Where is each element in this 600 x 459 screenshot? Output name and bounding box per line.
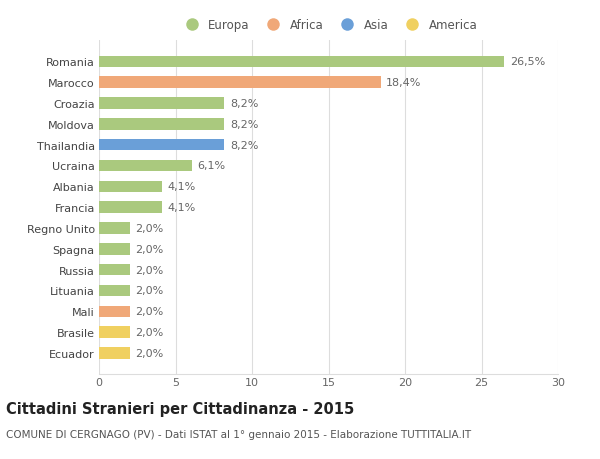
Text: 2,0%: 2,0% [135,265,163,275]
Bar [99,56,505,68]
Bar [99,244,130,255]
Text: 2,0%: 2,0% [135,307,163,317]
Text: 8,2%: 8,2% [230,140,258,150]
Bar [99,327,130,338]
Bar [99,140,224,151]
Bar [99,264,130,276]
Bar [99,181,162,193]
Text: 18,4%: 18,4% [386,78,421,88]
Text: 8,2%: 8,2% [230,119,258,129]
Bar [99,347,130,359]
Bar [99,98,224,109]
Bar [99,160,193,172]
Text: 6,1%: 6,1% [197,161,226,171]
Text: 2,0%: 2,0% [135,327,163,337]
Text: 2,0%: 2,0% [135,224,163,234]
Legend: Europa, Africa, Asia, America: Europa, Africa, Asia, America [175,14,482,36]
Bar [99,285,130,297]
Bar [99,202,162,213]
Bar [99,77,380,89]
Text: 8,2%: 8,2% [230,99,258,109]
Text: 26,5%: 26,5% [510,57,545,67]
Text: 2,0%: 2,0% [135,244,163,254]
Text: COMUNE DI CERGNAGO (PV) - Dati ISTAT al 1° gennaio 2015 - Elaborazione TUTTITALI: COMUNE DI CERGNAGO (PV) - Dati ISTAT al … [6,429,471,439]
Bar [99,223,130,234]
Text: 2,0%: 2,0% [135,348,163,358]
Text: 4,1%: 4,1% [167,203,196,213]
Bar [99,306,130,317]
Text: 2,0%: 2,0% [135,286,163,296]
Text: Cittadini Stranieri per Cittadinanza - 2015: Cittadini Stranieri per Cittadinanza - 2… [6,402,354,417]
Bar [99,119,224,130]
Text: 4,1%: 4,1% [167,182,196,192]
